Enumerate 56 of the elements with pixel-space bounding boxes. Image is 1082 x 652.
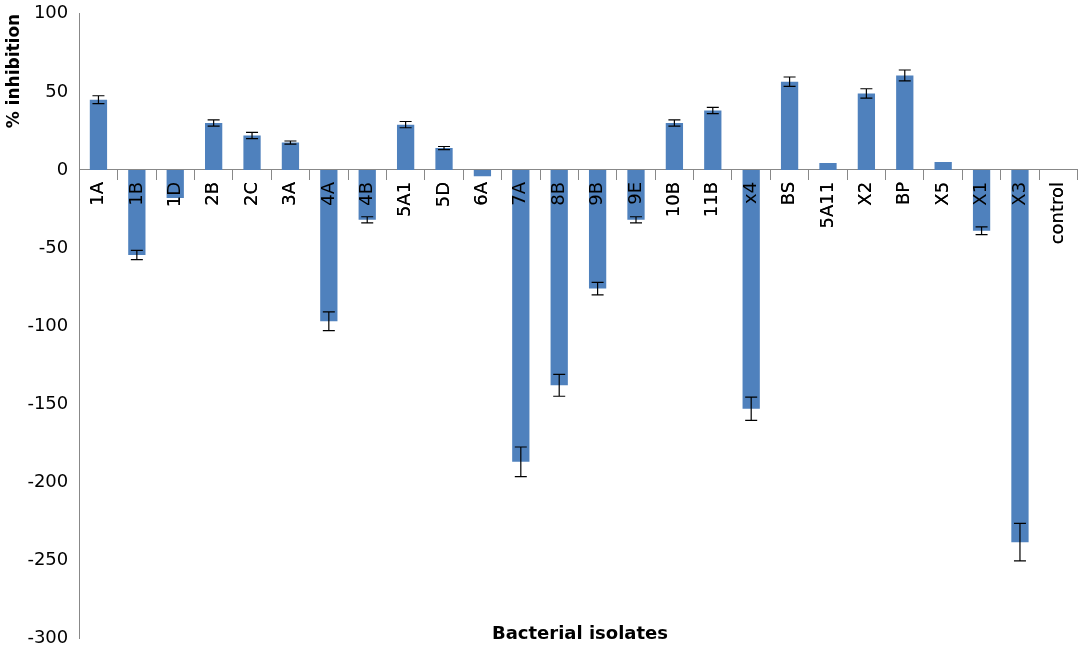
x-tick-label: 11B xyxy=(700,181,722,218)
x-tick-label: 4A xyxy=(316,181,338,206)
x-tick-label: 1A xyxy=(86,181,108,206)
x-tick-label: 10B xyxy=(662,181,684,218)
x-tick-label: 9B xyxy=(585,181,607,206)
y-tick-label: 0 xyxy=(56,157,69,179)
x-axis-title: Bacterial isolates xyxy=(490,622,670,643)
bar xyxy=(665,123,684,170)
bar xyxy=(896,75,914,170)
y-tick-label: 50 xyxy=(45,79,69,101)
x-tick-label: X2 xyxy=(854,181,876,206)
bar xyxy=(473,169,492,177)
bar xyxy=(89,99,108,170)
x-tick-label: X5 xyxy=(930,181,952,206)
x-tick-label: 1B xyxy=(124,181,146,206)
y-axis-title: % inhibition xyxy=(2,13,23,129)
bar xyxy=(742,169,760,409)
y-tick-label: 100 xyxy=(33,1,69,23)
y-tick-label: -100 xyxy=(27,313,69,335)
x-tick-label: BP xyxy=(892,181,914,206)
y-tick-label: -50 xyxy=(38,235,69,257)
bar xyxy=(780,81,799,170)
x-tick-label: 8B xyxy=(546,181,568,206)
x-tick-label: 9E xyxy=(623,181,645,205)
x-tick-label: 1D xyxy=(162,181,184,208)
bar xyxy=(281,142,300,170)
bar xyxy=(396,124,415,170)
bar xyxy=(704,110,722,170)
bar xyxy=(819,162,837,170)
x-tick-label: 7A xyxy=(508,181,530,206)
x-tick-label: 2B xyxy=(201,181,223,206)
bar xyxy=(550,169,568,386)
x-tick-label: x4 xyxy=(738,181,760,205)
bar xyxy=(435,148,453,170)
x-tick-label: X1 xyxy=(969,181,991,206)
x-tick-label: 2C xyxy=(239,181,261,206)
x-tick-label: 4B xyxy=(354,181,376,206)
bar xyxy=(1011,169,1029,543)
x-tick-label: 5D xyxy=(431,181,453,208)
x-tick-label: 6A xyxy=(470,181,492,206)
y-tick-label: -300 xyxy=(27,625,69,647)
y-tick-label: -150 xyxy=(27,391,69,413)
x-tick-label: BS xyxy=(777,181,799,206)
y-tick-label: -250 xyxy=(27,547,69,569)
bar xyxy=(320,169,338,322)
bar xyxy=(857,93,876,170)
x-tick-label: 5A11 xyxy=(815,181,837,229)
y-tick-label: -200 xyxy=(27,469,69,491)
bar xyxy=(243,135,261,170)
bar xyxy=(205,123,223,170)
x-tick-label: control xyxy=(1046,181,1068,245)
x-tick-label: X3 xyxy=(1007,181,1029,206)
bar xyxy=(512,169,530,462)
x-tick-label: 3A xyxy=(278,181,300,206)
bar xyxy=(934,162,952,170)
x-tick-label: 5A1 xyxy=(393,181,415,218)
